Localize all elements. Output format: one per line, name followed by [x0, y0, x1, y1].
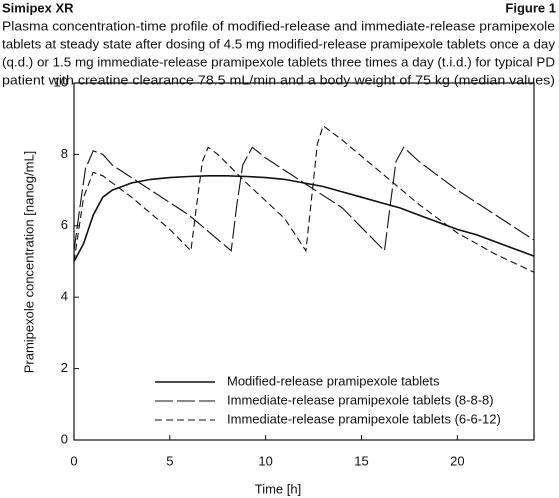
figure-label: Figure 1: [505, 0, 556, 15]
y-tick-label: 6: [61, 217, 68, 232]
y-tick-label: 2: [61, 360, 68, 375]
series-line: [73, 146, 535, 252]
x-tick-label: 0: [70, 453, 77, 468]
x-tick-label: 5: [166, 453, 173, 468]
y-tick-label: 8: [61, 146, 68, 161]
x-tick-label: 10: [258, 453, 272, 468]
legend-label: Immediate-release pramipexole tablets (6…: [227, 411, 501, 426]
legend-label: Modified-release pramipexole tablets: [227, 373, 440, 388]
x-axis-label: Time [h]: [255, 481, 301, 496]
x-tick-label: 15: [354, 453, 368, 468]
caption-line: tablets at steady state after dosing of …: [2, 36, 556, 51]
y-axis-label: Pramipexole concentration [nanog/mL]: [21, 151, 36, 374]
caption-line: (q.d.) or 1.5 mg immediate-release prami…: [2, 54, 555, 69]
series-line: [73, 124, 535, 273]
y-tick-label: 10: [54, 74, 68, 89]
caption-line: patient with creatine clearance 78.5 mL/…: [2, 72, 555, 87]
header: Simipex XR: [2, 0, 74, 15]
y-tick-label: 0: [61, 431, 68, 446]
y-tick-label: 4: [61, 289, 68, 304]
legend-label: Immediate-release pramipexole tablets (8…: [227, 392, 494, 407]
caption-line: Plasma concentration-time profile of mod…: [2, 18, 555, 33]
x-tick-label: 20: [450, 453, 464, 468]
